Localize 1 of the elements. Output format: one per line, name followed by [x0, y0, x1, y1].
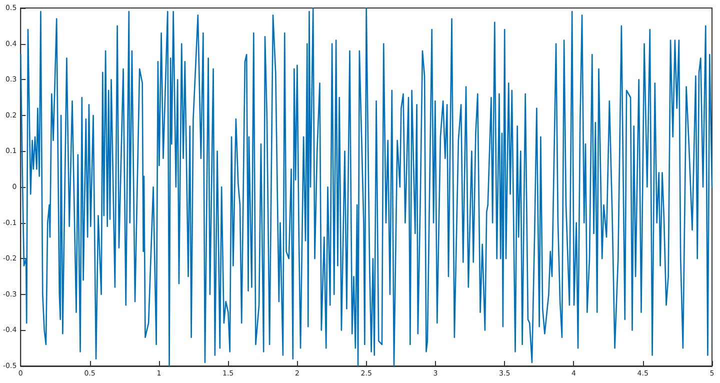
line-series: [20, 7, 713, 367]
